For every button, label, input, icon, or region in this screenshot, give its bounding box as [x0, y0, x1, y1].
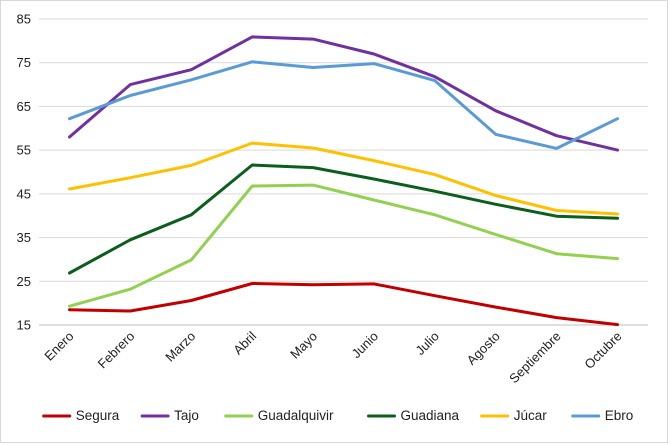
legend-label: Ebro	[605, 408, 634, 423]
legend-label: Guadalquivir	[258, 408, 334, 423]
y-axis-tick-labels: 15 25 35 45 55 65 75 85	[17, 12, 31, 333]
y-tick-label: 85	[17, 12, 31, 27]
y-tick-label: 55	[17, 143, 31, 158]
x-tick-label: Febrero	[95, 329, 138, 372]
y-tick-label: 35	[17, 230, 31, 245]
series-line-segura	[68, 282, 619, 327]
legend-item: Júcar	[480, 408, 548, 423]
x-tick-label: Septiembre	[506, 329, 564, 387]
legend: Segura Tajo Guadalquivir Guadiana Júcar Ebro	[42, 408, 634, 423]
series-line-ebro	[68, 60, 619, 150]
y-tick-label: 45	[17, 186, 31, 201]
x-tick-label: Julio	[412, 329, 442, 359]
x-tick-label: Octubre	[581, 329, 624, 372]
legend-label: Júcar	[514, 408, 548, 423]
legend-label: Tajo	[174, 408, 199, 423]
legend-item: Guadiana	[367, 408, 460, 423]
legend-item: Guadalquivir	[224, 408, 334, 423]
x-tick-label: Enero	[41, 329, 76, 364]
series-line-tajo	[68, 35, 619, 152]
x-tick-label: Mayo	[287, 329, 320, 362]
y-tick-label: 75	[17, 55, 31, 70]
y-tick-label: 15	[17, 318, 31, 333]
legend-label: Segura	[76, 408, 120, 423]
x-tick-label: Abril	[230, 328, 259, 357]
legend-item: Segura	[42, 408, 120, 423]
gridlines	[39, 18, 648, 326]
series-lines	[68, 35, 619, 327]
y-tick-label: 65	[17, 99, 31, 114]
series-line-j-car	[68, 141, 619, 216]
legend-item: Tajo	[140, 408, 199, 423]
x-tick-label: Marzo	[162, 329, 198, 365]
x-tick-label: Junio	[348, 329, 381, 362]
x-axis-tick-labels: Enero Febrero Marzo Abril Mayo Junio Julio Agos…	[41, 328, 624, 386]
x-tick-label: Agosto	[464, 329, 503, 368]
legend-item: Ebro	[571, 408, 634, 423]
y-tick-label: 25	[17, 274, 31, 289]
series-line-guadiana	[68, 163, 619, 275]
series-line-guadalquivir	[68, 183, 619, 308]
legend-label: Guadiana	[401, 408, 460, 423]
